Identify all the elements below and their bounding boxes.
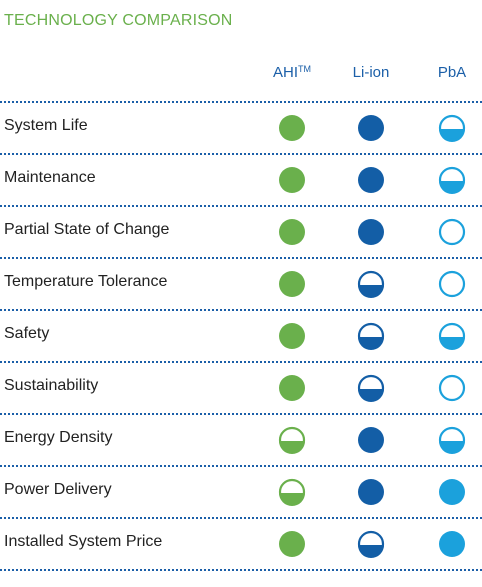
empty-circle-icon (438, 218, 466, 246)
full-circle-icon (279, 531, 305, 557)
half-circle-icon (278, 478, 306, 506)
half-circle-icon (438, 114, 466, 142)
rating-cell (412, 217, 482, 247)
row-label: Power Delivery (4, 481, 112, 498)
column-header-pba: PbA (412, 64, 482, 81)
row-label: System Life (4, 117, 88, 134)
rating-cell (331, 269, 411, 299)
rating-cell (252, 373, 332, 403)
half-circle-icon (438, 322, 466, 350)
full-circle-icon (279, 219, 305, 245)
empty-circle-icon (438, 270, 466, 298)
table-row: Maintenance (0, 153, 482, 205)
rating-cell (412, 373, 482, 403)
full-circle-icon (439, 531, 465, 557)
rating-cell (412, 477, 482, 507)
half-circle-icon (357, 374, 385, 402)
full-circle-icon (358, 427, 384, 453)
table-row: Sustainability (0, 361, 482, 413)
rating-cell (412, 321, 482, 351)
row-label: Safety (4, 325, 50, 342)
rating-cell (412, 165, 482, 195)
row-label: Maintenance (4, 169, 96, 186)
table-row: Power Delivery (0, 465, 482, 517)
rating-cell (331, 217, 411, 247)
full-circle-icon (279, 115, 305, 141)
rating-cell (331, 321, 411, 351)
column-header-li-ion: Li-ion (331, 64, 411, 81)
full-circle-icon (358, 115, 384, 141)
row-label: Sustainability (4, 377, 99, 394)
full-circle-icon (358, 219, 384, 245)
comparison-table: System Life Maintenance Partial State of C… (0, 101, 482, 571)
page-title: TECHNOLOGY COMPARISON (4, 12, 233, 29)
column-header-label: Li-ion (352, 64, 390, 81)
table-row: Partial State of Change (0, 205, 482, 257)
full-circle-icon (358, 479, 384, 505)
table-row: Temperature Tolerance (0, 257, 482, 309)
half-circle-icon (357, 530, 385, 558)
column-header-label: PbA (437, 64, 467, 81)
column-header-label: AHI (272, 64, 298, 81)
full-circle-icon (279, 375, 305, 401)
empty-circle-icon (438, 374, 466, 402)
half-circle-icon (438, 166, 466, 194)
column-header-ahi: AHITM (252, 64, 332, 81)
half-circle-icon (438, 426, 466, 454)
row-label: Energy Density (4, 429, 113, 446)
rating-cell (412, 269, 482, 299)
full-circle-icon (358, 167, 384, 193)
half-circle-icon (357, 322, 385, 350)
half-circle-icon (278, 426, 306, 454)
rating-cell (331, 373, 411, 403)
rating-cell (252, 477, 332, 507)
rating-cell (252, 321, 332, 351)
full-circle-icon (279, 271, 305, 297)
rating-cell (252, 113, 332, 143)
rating-cell (331, 113, 411, 143)
row-label: Installed System Price (4, 533, 163, 550)
full-circle-icon (279, 323, 305, 349)
rating-cell (252, 529, 332, 559)
full-circle-icon (439, 479, 465, 505)
rating-cell (252, 165, 332, 195)
rating-cell (252, 269, 332, 299)
rating-cell (412, 529, 482, 559)
rating-cell (412, 425, 482, 455)
rating-cell (252, 425, 332, 455)
trademark-superscript: TM (298, 64, 311, 74)
table-row: Installed System Price (0, 517, 482, 571)
rating-cell (331, 425, 411, 455)
full-circle-icon (279, 167, 305, 193)
row-label: Temperature Tolerance (4, 273, 168, 290)
rating-cell (252, 217, 332, 247)
table-row: Safety (0, 309, 482, 361)
row-label: Partial State of Change (4, 221, 170, 238)
rating-cell (331, 477, 411, 507)
table-row: System Life (0, 101, 482, 153)
table-row: Energy Density (0, 413, 482, 465)
half-circle-icon (357, 270, 385, 298)
rating-cell (331, 165, 411, 195)
rating-cell (412, 113, 482, 143)
rating-cell (331, 529, 411, 559)
